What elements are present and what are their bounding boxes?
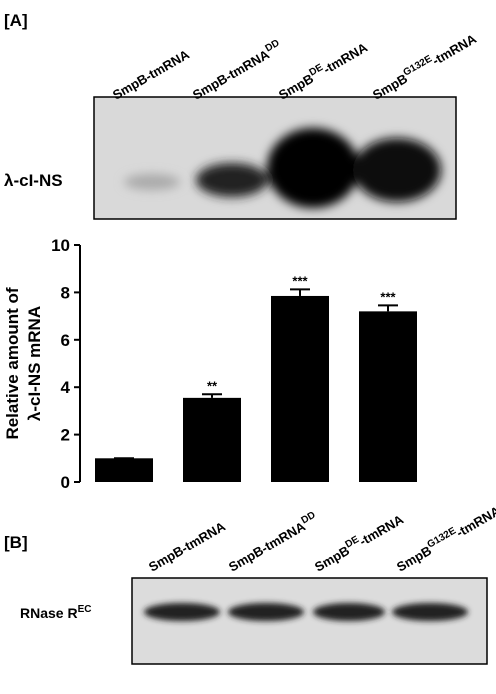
lane-label: SmpBG132E-tmRNA (393, 501, 496, 575)
bar (271, 295, 329, 482)
blot-bands (144, 603, 468, 621)
y-tick-label: 2 (61, 426, 70, 445)
y-axis-label: λ-cI-NS mRNA (25, 306, 44, 421)
lane-label-text: -tmRNA (453, 503, 496, 540)
bar (359, 311, 417, 482)
band-label-text: RNase R (20, 605, 78, 621)
lane-label: SmpB-tmRNA (146, 518, 228, 574)
y-tick-label: 10 (51, 236, 70, 255)
y-tick-label: 6 (61, 331, 70, 350)
significance: *** (380, 289, 396, 304)
band-label: λ-cI-NS (4, 171, 63, 190)
significance: ** (207, 378, 218, 393)
lane-label: SmpBDE-tmRNA (311, 510, 407, 575)
lane-label-text: SmpB-tmRNA (190, 46, 272, 102)
lane-label-text: SmpB-tmRNA (146, 518, 228, 574)
y-axis-label: Relative amount of (3, 287, 22, 439)
lane-label: SmpB-tmRNADD (225, 510, 320, 575)
y-tick-label: 0 (61, 473, 70, 492)
lane-label: SmpBDE-tmRNA (275, 38, 371, 103)
blot (131, 577, 488, 665)
y-tick-label: 4 (61, 378, 71, 397)
lane-label-text: SmpB-tmRNA (110, 46, 192, 102)
bar (183, 397, 241, 482)
lane-label: SmpB-tmRNA (110, 46, 192, 102)
lane-label: SmpBG132E-tmRNA (369, 29, 479, 103)
y-tick-label: 8 (61, 283, 70, 302)
lane-label-text: -tmRNA (357, 511, 407, 548)
lane-label-text: SmpB (394, 543, 434, 575)
lane-label-text: -tmRNA (429, 31, 479, 68)
panel-label: [B] (4, 533, 28, 552)
lane-label-text: -tmRNA (321, 39, 371, 76)
significance: *** (292, 273, 308, 288)
lane-label: SmpB-tmRNADD (189, 38, 284, 103)
band-label: RNase REC (20, 604, 92, 621)
lane-label-sup: G132E (402, 53, 435, 78)
panel-label: [A] (4, 11, 28, 30)
bar (95, 458, 153, 482)
band-label-sup: EC (78, 604, 92, 615)
lane-label-text: SmpB-tmRNA (226, 518, 308, 574)
blot-bands (124, 128, 441, 208)
lane-label-text: SmpB (312, 543, 352, 575)
lane-label-sup: G132E (426, 525, 459, 550)
